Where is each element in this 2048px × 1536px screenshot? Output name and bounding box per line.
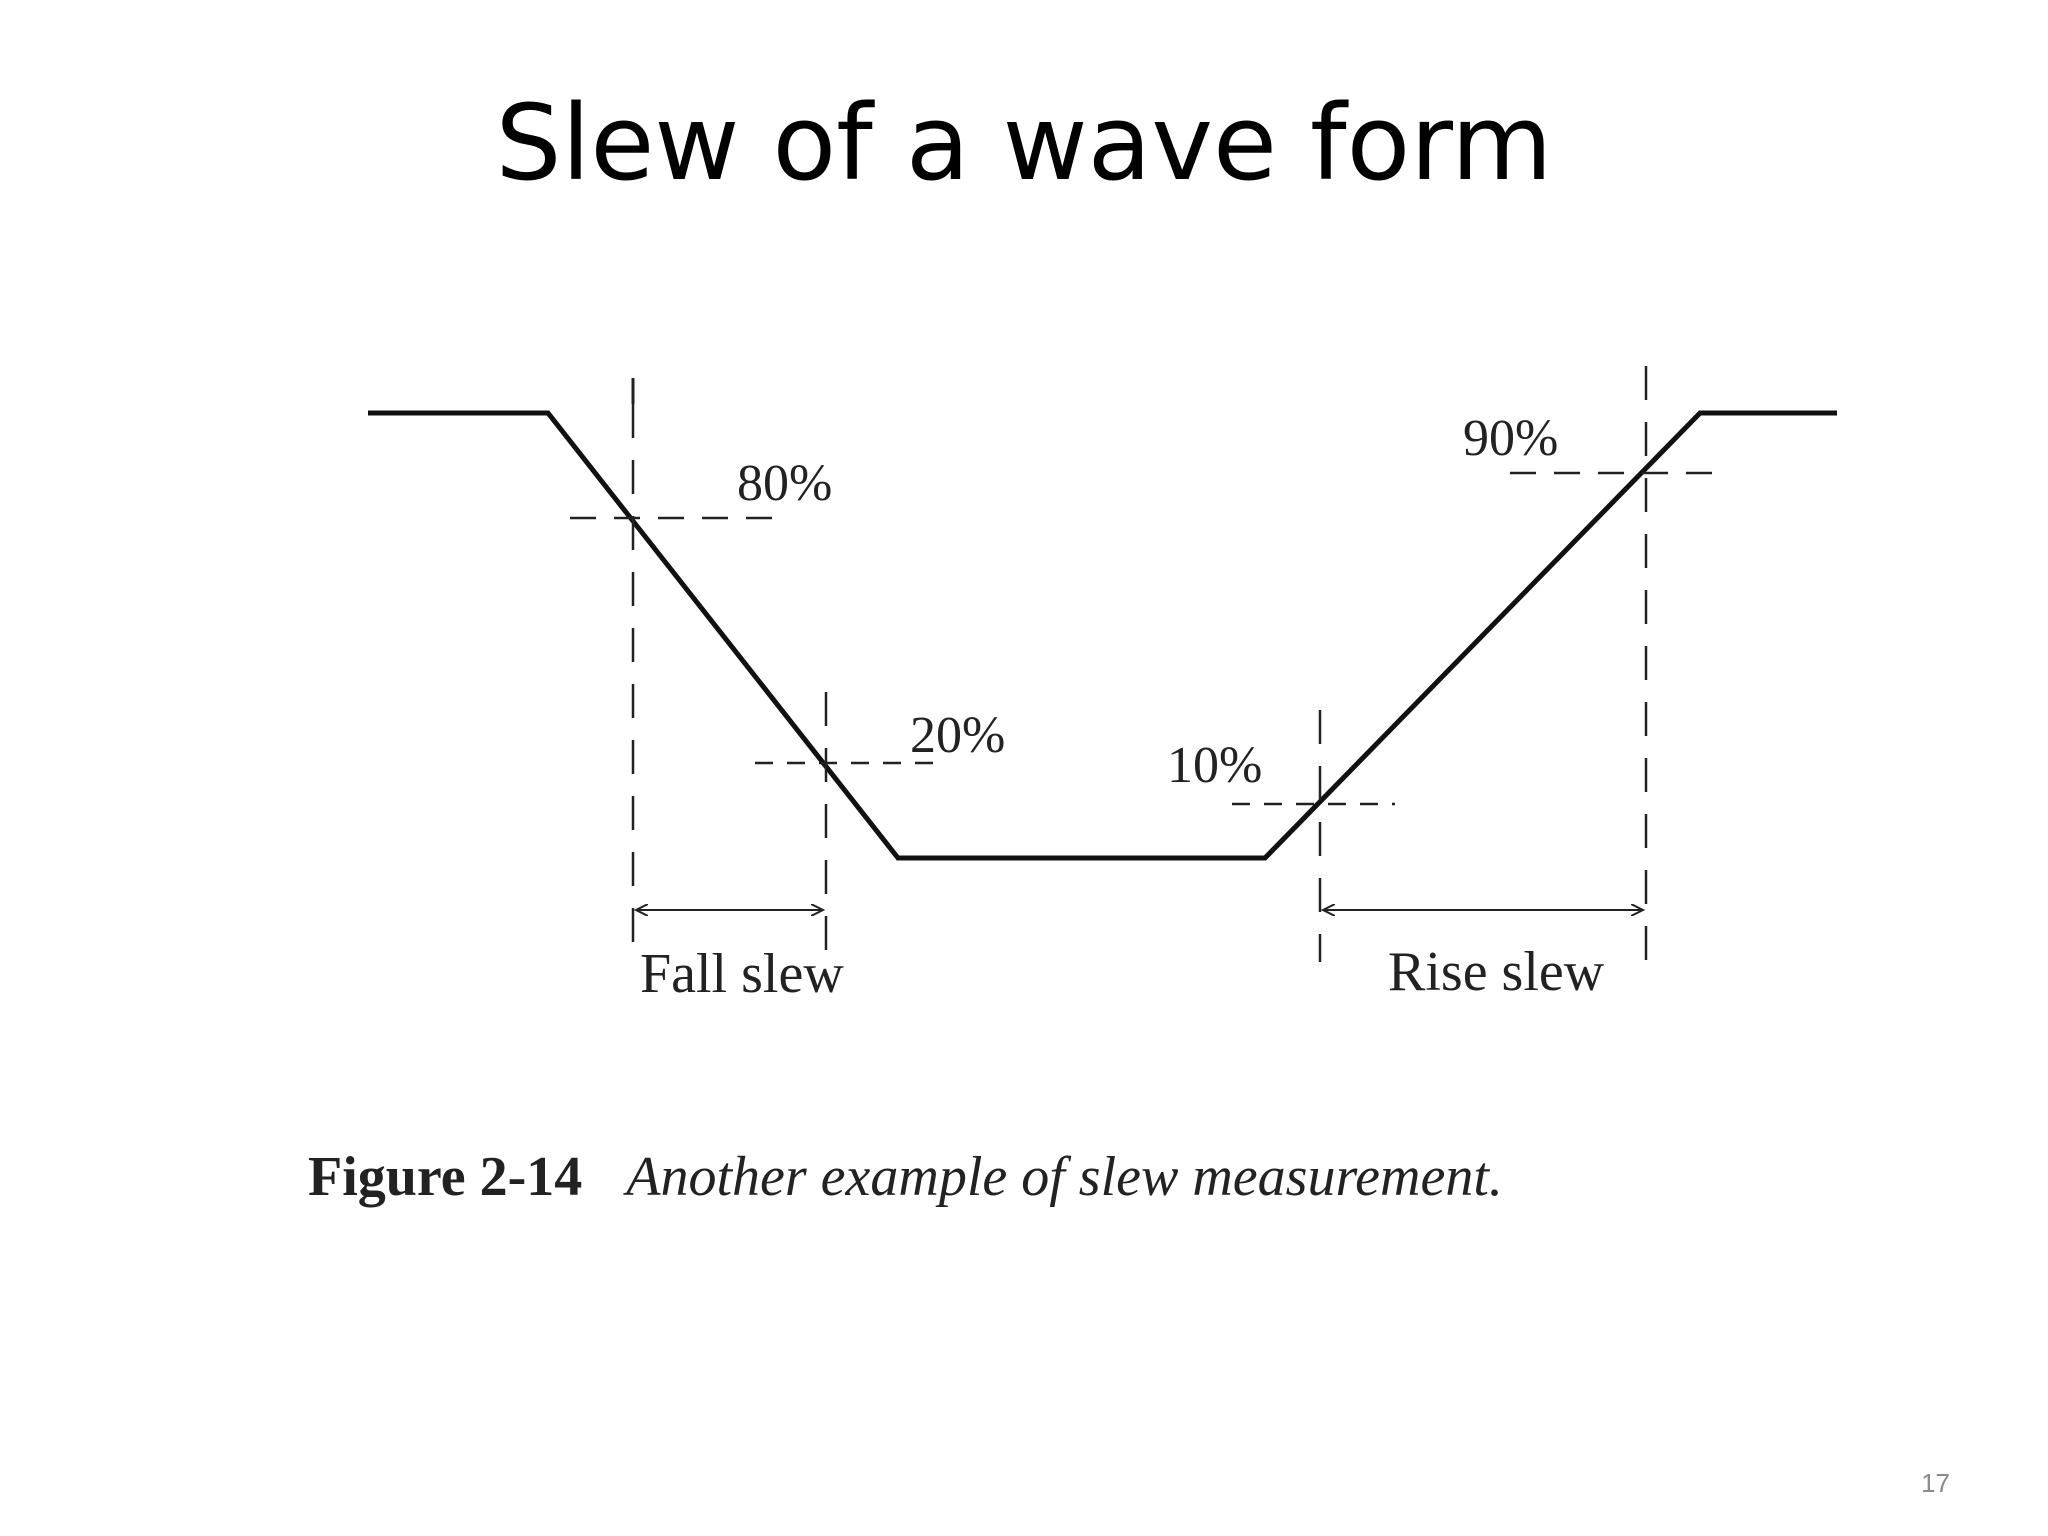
figure-caption: Figure 2-14 Another example of slew meas…	[308, 1146, 1503, 1208]
label-20: 20%	[910, 707, 1005, 764]
label-10: 10%	[1167, 737, 1262, 794]
slide-title: Slew of a wave form	[495, 82, 1553, 204]
rise-slew-label: Rise slew	[1388, 941, 1605, 1003]
figure-caption-text: Another example of slew measurement.	[622, 1146, 1503, 1208]
label-90: 90%	[1463, 410, 1558, 467]
figure-number: Figure 2-14	[308, 1146, 582, 1208]
fall-slew-label: Fall slew	[640, 943, 844, 1005]
waveform-line	[368, 410, 1837, 861]
label-80: 80%	[737, 455, 832, 512]
page-number: 17	[1921, 1468, 1950, 1498]
